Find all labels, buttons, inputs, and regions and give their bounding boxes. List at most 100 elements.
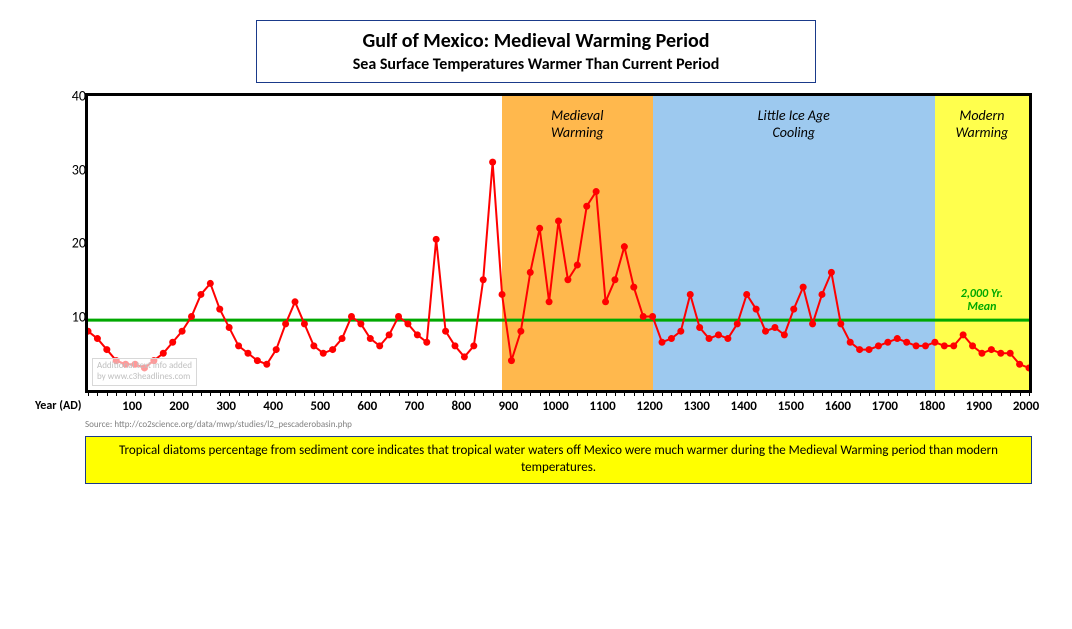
x-tick-mark [239, 393, 240, 396]
x-tick-mark [540, 393, 541, 396]
series-marker [969, 342, 976, 349]
plot-area: ModernWarmingLittle Ice AgeCoolingMediev… [85, 93, 1032, 393]
x-tick-mark [446, 393, 447, 396]
series-marker [677, 328, 684, 335]
series-marker [978, 350, 985, 357]
series-marker [988, 346, 995, 353]
x-tick-mark [342, 393, 343, 396]
x-tick-label: 100 [122, 399, 142, 414]
x-tick-mark [606, 390, 607, 396]
x-tick-mark [436, 393, 437, 396]
x-tick-mark [897, 393, 898, 396]
series-marker [790, 306, 797, 313]
x-tick-label: 1100 [589, 399, 615, 414]
x-tick-label: 1000 [542, 399, 568, 414]
x-tick-mark [286, 393, 287, 396]
mean-line-label: 2,000 Yr.Mean [952, 288, 1012, 314]
series-marker [734, 320, 741, 327]
x-tick-mark [813, 393, 814, 396]
series-marker [696, 324, 703, 331]
x-tick-mark [135, 390, 136, 396]
x-tick-marks [88, 390, 1029, 396]
series-marker [809, 320, 816, 327]
series-marker [611, 276, 618, 283]
x-tick-mark [502, 393, 503, 396]
series-marker [884, 339, 891, 346]
y-tick-label: 20 [72, 235, 86, 252]
x-tick-mark [126, 393, 127, 396]
series-marker [404, 320, 411, 327]
x-tick-mark [220, 393, 221, 396]
series-marker [376, 342, 383, 349]
x-tick-label: 1600 [825, 399, 851, 414]
series-marker [866, 346, 873, 353]
x-tick-mark [389, 393, 390, 396]
x-tick-label: 400 [263, 399, 283, 414]
x-tick-mark [464, 390, 465, 396]
series-marker [564, 276, 571, 283]
x-tick-mark [88, 390, 89, 396]
x-tick-mark [963, 393, 964, 396]
watermark: Additional text info added by www.c3head… [92, 358, 197, 386]
x-tick-mark [888, 390, 889, 396]
x-tick-mark [925, 393, 926, 396]
series-marker [461, 353, 468, 360]
x-tick-label: 300 [216, 399, 236, 414]
x-tick-mark [991, 393, 992, 396]
x-tick-mark [455, 393, 456, 396]
title-box: Gulf of Mexico: Medieval Warming Period … [256, 20, 816, 83]
series-marker [931, 339, 938, 346]
x-tick-label: 600 [357, 399, 377, 414]
series-marker [753, 306, 760, 313]
series-marker [339, 335, 346, 342]
y-ticks: 10203040 [58, 96, 86, 390]
x-tick-mark [643, 393, 644, 396]
series-marker [508, 357, 515, 364]
series-marker [470, 342, 477, 349]
source-citation: Source: http://co2science.org/data/mwp/s… [85, 419, 1042, 430]
y-tick-label: 40 [72, 88, 86, 105]
series-marker [263, 361, 270, 368]
series-marker [357, 320, 364, 327]
series-marker [226, 324, 233, 331]
series-marker [574, 262, 581, 269]
x-tick-mark [775, 393, 776, 396]
x-tick-mark [97, 393, 98, 396]
x-tick-mark [116, 393, 117, 396]
x-tick-mark [559, 390, 560, 396]
x-tick-label: 500 [310, 399, 330, 414]
x-tick-mark [766, 393, 767, 396]
x-tick-mark [549, 393, 550, 396]
series-marker [282, 320, 289, 327]
series-marker [235, 342, 242, 349]
x-tick-mark [267, 393, 268, 396]
series-marker [386, 331, 393, 338]
x-tick-mark [982, 390, 983, 396]
series-marker [856, 346, 863, 353]
chart-container: % Azpetia Nodulifera (Tropical Diatoms) … [85, 93, 1032, 417]
x-tick-mark [323, 390, 324, 396]
series-marker [517, 328, 524, 335]
series-marker [292, 298, 299, 305]
series-marker [329, 346, 336, 353]
x-tick-mark [370, 390, 371, 396]
series-marker [1016, 361, 1023, 368]
x-axis-label: Year (AD) [35, 399, 82, 413]
x-tick-mark [521, 393, 522, 396]
series-marker [423, 339, 430, 346]
series-marker [433, 236, 440, 243]
series-marker [715, 331, 722, 338]
x-tick-mark [304, 393, 305, 396]
series-marker [273, 346, 280, 353]
x-tick-mark [662, 393, 663, 396]
x-tick-mark [210, 393, 211, 396]
series-marker [499, 291, 506, 298]
x-tick-mark [841, 390, 842, 396]
x-tick-mark [257, 393, 258, 396]
series-marker [216, 306, 223, 313]
series-marker [546, 298, 553, 305]
x-tick-mark [944, 393, 945, 396]
series-marker [320, 350, 327, 357]
chart-title: Gulf of Mexico: Medieval Warming Period [277, 29, 795, 53]
x-tick-label: 1900 [966, 399, 992, 414]
